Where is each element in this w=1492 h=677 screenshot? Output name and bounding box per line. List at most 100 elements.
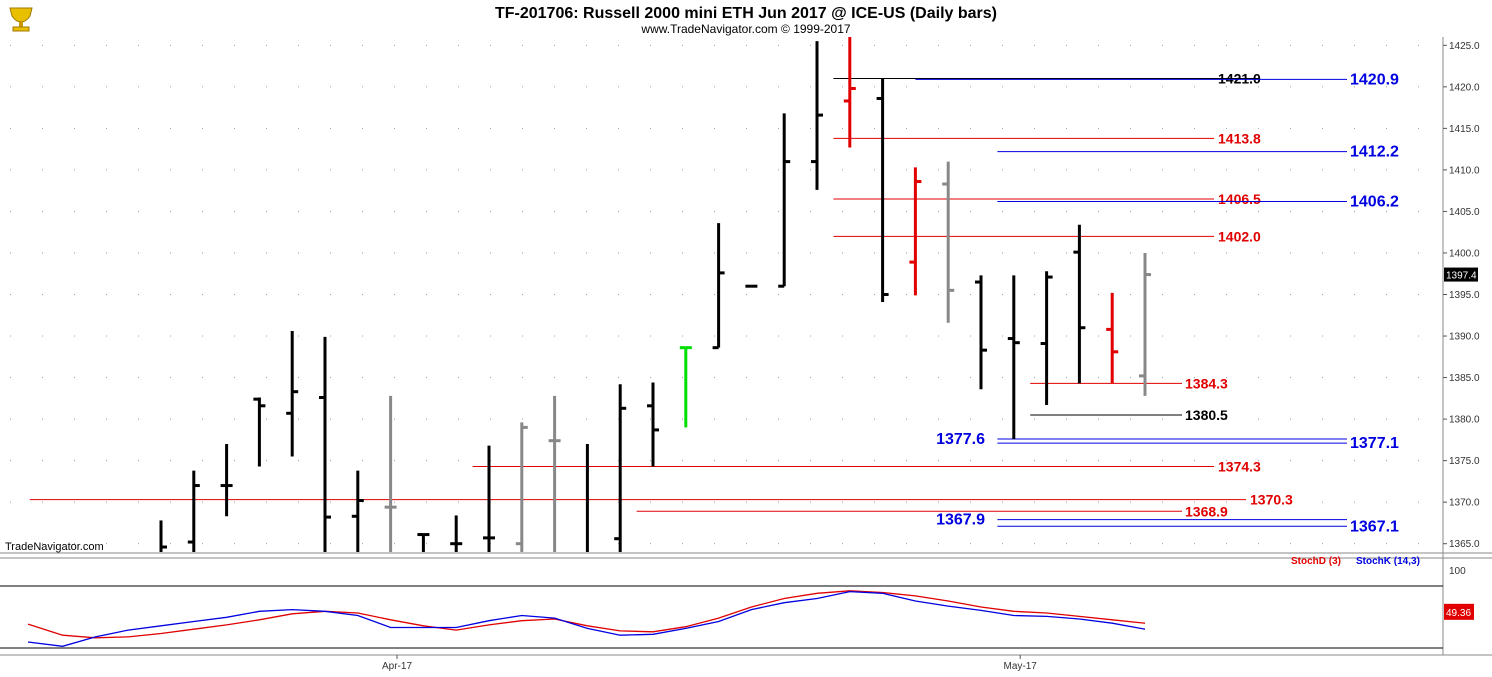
time-tick-label: May-17 xyxy=(1004,661,1038,672)
grid-dot xyxy=(586,44,587,46)
grid-dot xyxy=(810,460,811,462)
stochd-legend-label: StochD (3) xyxy=(1291,556,1341,567)
grid-dot xyxy=(1258,210,1259,212)
grid-dot xyxy=(1386,460,1387,462)
grid-dot xyxy=(202,294,203,295)
grid-dot xyxy=(298,418,299,420)
grid-dot xyxy=(1322,418,1323,420)
grid-dot xyxy=(746,377,747,379)
grid-dot xyxy=(714,127,715,129)
grid-dot xyxy=(362,86,363,88)
grid-dot xyxy=(1066,86,1067,88)
grid-dot xyxy=(362,210,363,212)
grid-dot xyxy=(106,418,107,420)
grid-dot xyxy=(1354,335,1355,337)
grid-dot xyxy=(394,460,395,462)
grid-dot xyxy=(1290,294,1291,295)
grid-dot xyxy=(330,44,331,46)
grid-dot xyxy=(810,169,811,171)
grid-dot xyxy=(682,252,683,254)
grid-dot xyxy=(938,501,939,503)
grid-dot xyxy=(1002,501,1003,503)
grid-dot xyxy=(1258,418,1259,420)
grid-dot xyxy=(202,210,203,212)
grid-dot xyxy=(1066,335,1067,337)
time-tick-label: Apr-17 xyxy=(382,661,412,672)
grid-dot xyxy=(1066,294,1067,295)
grid-dot xyxy=(74,210,75,212)
grid-dot xyxy=(106,86,107,88)
grid-dot xyxy=(298,210,299,212)
grid-dot xyxy=(266,335,267,337)
grid-dot xyxy=(202,418,203,420)
grid-dot xyxy=(1130,377,1131,379)
grid-dot xyxy=(330,294,331,295)
grid-dot xyxy=(458,127,459,129)
ohlc-bar xyxy=(876,78,889,302)
grid-dot xyxy=(746,335,747,337)
grid-dot xyxy=(1226,210,1227,212)
level-label: 1406.2 xyxy=(1350,193,1399,210)
grid-dot xyxy=(1130,460,1131,462)
grid-dot xyxy=(842,418,843,420)
last-price-label: 1397.4 xyxy=(1446,271,1477,282)
grid-dot xyxy=(650,86,651,88)
grid-dot xyxy=(394,501,395,503)
grid-dot xyxy=(138,543,139,545)
level-label: 1421.0 xyxy=(1218,71,1261,87)
grid-dot xyxy=(810,252,811,254)
grid-dot xyxy=(1258,252,1259,254)
grid-dot xyxy=(1290,169,1291,171)
grid-dot xyxy=(522,294,523,295)
grid-dot xyxy=(650,501,651,503)
grid-dot xyxy=(746,252,747,254)
grid-dot xyxy=(1418,210,1419,212)
grid-dot xyxy=(1002,44,1003,46)
grid-dot xyxy=(106,169,107,171)
grid-dot xyxy=(1322,252,1323,254)
grid-dot xyxy=(10,294,11,295)
grid-dot xyxy=(426,501,427,503)
grid-dot xyxy=(1162,86,1163,88)
grid-dot xyxy=(746,501,747,503)
price-tick-label: 1400.0 xyxy=(1449,248,1480,259)
grid-dot xyxy=(1418,460,1419,462)
grid-dot xyxy=(426,335,427,337)
grid-dot xyxy=(1290,460,1291,462)
grid-dot xyxy=(138,377,139,379)
grid-dot xyxy=(106,294,107,295)
price-tick-label: 1395.0 xyxy=(1449,290,1480,301)
grid-dot xyxy=(906,377,907,379)
grid-dot xyxy=(490,127,491,129)
grid-dot xyxy=(42,418,43,420)
grid-dot xyxy=(618,252,619,254)
grid-dot xyxy=(874,169,875,171)
grid-dot xyxy=(138,460,139,462)
grid-dot xyxy=(394,543,395,545)
grid-dot xyxy=(1322,44,1323,46)
grid-dot xyxy=(1418,543,1419,545)
grid-dot xyxy=(938,460,939,462)
ohlc-bar xyxy=(1073,224,1086,384)
grid-dot xyxy=(1322,377,1323,379)
grid-dot xyxy=(1130,252,1131,254)
grid-dot xyxy=(330,501,331,503)
ohlc-bar xyxy=(384,395,397,552)
grid-dot xyxy=(394,252,395,254)
grid-dot xyxy=(1354,44,1355,46)
grid-dot xyxy=(522,418,523,420)
grid-dot xyxy=(362,460,363,462)
grid-dot xyxy=(138,294,139,295)
grid-dot xyxy=(778,210,779,212)
level-label: 1370.3 xyxy=(1250,492,1293,508)
grid-dot xyxy=(1034,460,1035,462)
grid-dot xyxy=(10,127,11,129)
grid-dot xyxy=(586,86,587,88)
grid-dot xyxy=(714,44,715,46)
grid-dot xyxy=(1194,169,1195,171)
grid-dot xyxy=(298,501,299,503)
grid-dot xyxy=(1418,377,1419,379)
price-tick-label: 1385.0 xyxy=(1449,373,1480,384)
grid-dot xyxy=(938,418,939,420)
ohlc-bar xyxy=(286,331,299,457)
